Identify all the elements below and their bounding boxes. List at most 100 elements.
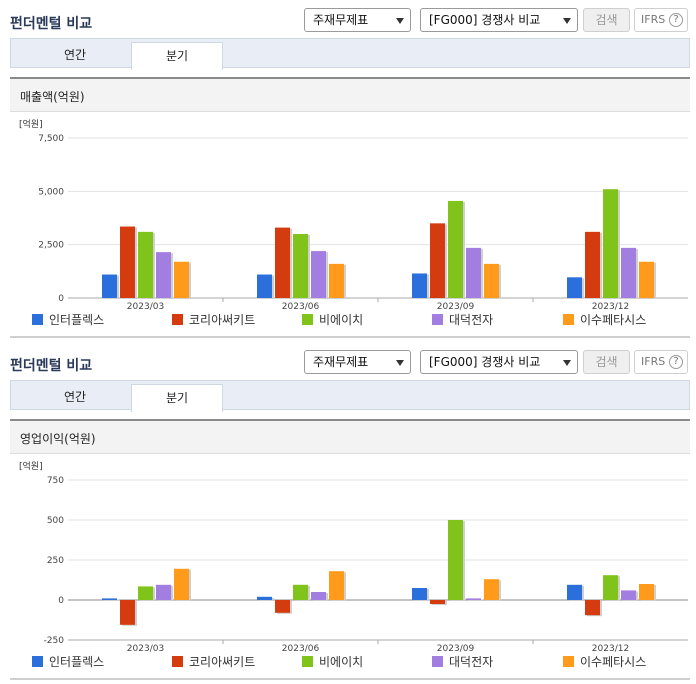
bar-이수페타시스 <box>484 263 499 298</box>
fundamental-section-revenue: 펀더멘털 비교 주재무제표 [FG000] 경쟁사 비교 검색 IFRS ? 연… <box>0 0 696 338</box>
comparison-group-value: [FG000] 경쟁사 비교 <box>429 355 541 369</box>
bar-코리아써키트 <box>430 223 445 298</box>
x-tick-label: 2023/03 <box>127 644 164 653</box>
x-tick-label: 2023/09 <box>437 644 475 653</box>
statement-type-select[interactable]: 주재무제표 <box>304 8 411 32</box>
search-button[interactable]: 검색 <box>583 350 630 374</box>
bar-인터플렉스 <box>412 273 427 298</box>
section-header: 펀더멘털 비교 주재무제표 [FG000] 경쟁사 비교 검색 IFRS ? <box>0 0 696 38</box>
comparison-group-select[interactable]: [FG000] 경쟁사 비교 <box>420 350 578 374</box>
comparison-group-select[interactable]: [FG000] 경쟁사 비교 <box>420 8 578 32</box>
legend-swatch <box>302 656 313 667</box>
x-tick-label: 2023/03 <box>127 302 164 311</box>
chevron-down-icon <box>396 18 404 24</box>
statement-type-select[interactable]: 주재무제표 <box>304 350 411 374</box>
help-icon: ? <box>669 355 683 369</box>
legend-label: 비에이치 <box>319 313 364 327</box>
comparison-group-value: [FG000] 경쟁사 비교 <box>429 13 541 27</box>
statement-type-value: 주재무제표 <box>313 13 369 27</box>
bar-대덕전자 <box>621 247 636 298</box>
chart-panel: 영업이익(억원) [억원] -250 0 250 500 750 2023/03 2023/0… <box>10 419 690 680</box>
bar-비에이치 <box>448 520 463 600</box>
chart-legend: 인터플렉스 코리아써키트 비에이치 대덕전자 이수페타시스 <box>32 313 692 331</box>
bar-코리아써키트 <box>275 227 290 298</box>
legend-swatch <box>172 656 183 667</box>
chevron-down-icon <box>563 18 571 24</box>
ifrs-info-button[interactable]: IFRS ? <box>634 350 688 374</box>
tab-annual[interactable]: 연간 <box>63 390 87 404</box>
bar-인터플렉스 <box>567 277 582 298</box>
bar-코리아써키트 <box>585 600 600 616</box>
legend-swatch <box>563 314 574 325</box>
bar-이수페타시스 <box>639 261 654 298</box>
bar-대덕전자 <box>311 251 326 298</box>
bar-이수페타시스 <box>329 571 344 600</box>
bar-이수페타시스 <box>174 261 189 298</box>
legend-swatch <box>32 656 43 667</box>
legend-label: 대덕전자 <box>449 655 494 669</box>
chart-legend: 인터플렉스 코리아써키트 비에이치 대덕전자 이수페타시스 <box>32 655 692 673</box>
bar-대덕전자 <box>466 247 481 298</box>
bar-인터플렉스 <box>567 584 582 600</box>
chart-panel-header: 매출액(억원) <box>10 79 690 112</box>
legend-swatch <box>563 656 574 667</box>
bar-인터플렉스 <box>102 598 117 600</box>
x-tick-label: 2023/12 <box>592 644 629 653</box>
tab-annual[interactable]: 연간 <box>63 48 87 62</box>
tab-quarterly[interactable]: 분기 <box>131 42 223 70</box>
revenue-bar-chart: [억원] 0 2,500 5,000 7,500 2023/03 2023/06 2023/0… <box>19 118 688 311</box>
y-tick-label: 5,000 <box>38 187 64 197</box>
legend-label: 비에이치 <box>319 655 364 669</box>
chart-panel-header: 영업이익(억원) <box>10 421 690 454</box>
legend-swatch <box>32 314 43 325</box>
bar-대덕전자 <box>621 590 636 600</box>
legend-swatch <box>432 656 443 667</box>
legend-swatch <box>302 314 313 325</box>
legend-label: 이수페타시스 <box>580 313 647 327</box>
bar-인터플렉스 <box>257 596 272 600</box>
section-title: 펀더멘털 비교 <box>10 16 93 32</box>
legend-label: 인터플렉스 <box>49 313 105 327</box>
y-axis-unit-label: [억원] <box>19 460 43 472</box>
legend-label: 코리아써키트 <box>189 655 256 669</box>
bar-비에이치 <box>293 584 308 600</box>
legend-swatch <box>172 314 183 325</box>
section-header: 펀더멘털 비교 주재무제표 [FG000] 경쟁사 비교 검색 IFRS ? <box>0 342 696 380</box>
bar-비에이치 <box>603 575 618 600</box>
ifrs-info-button[interactable]: IFRS ? <box>634 8 688 32</box>
bar-비에이치 <box>138 586 153 600</box>
chart-panel-title: 영업이익(억원) <box>20 432 96 446</box>
chart-panel-title: 매출액(억원) <box>20 90 85 104</box>
bar-비에이치 <box>293 234 308 298</box>
bar-대덕전자 <box>156 584 171 600</box>
x-tick-label: 2023/06 <box>282 302 320 311</box>
legend-label: 대덕전자 <box>449 313 494 327</box>
bar-이수페타시스 <box>639 584 654 600</box>
bar-코리아써키트 <box>275 600 290 613</box>
chevron-down-icon <box>563 360 571 366</box>
ifrs-label: IFRS <box>641 355 666 368</box>
fundamental-section-operating-profit: 펀더멘털 비교 주재무제표 [FG000] 경쟁사 비교 검색 IFRS ? 연… <box>0 342 696 684</box>
bar-비에이치 <box>138 231 153 298</box>
section-title: 펀더멘털 비교 <box>10 358 93 374</box>
legend-label: 이수페타시스 <box>580 655 647 669</box>
x-tick-label: 2023/12 <box>592 302 629 311</box>
bar-코리아써키트 <box>585 231 600 298</box>
chevron-down-icon <box>396 360 404 366</box>
y-tick-label: 2,500 <box>38 241 64 251</box>
ifrs-label: IFRS <box>641 13 666 26</box>
bar-코리아써키트 <box>120 600 135 625</box>
bar-대덕전자 <box>156 252 171 298</box>
y-tick-label: 500 <box>47 516 64 526</box>
bar-이수페타시스 <box>329 263 344 298</box>
chart-panel: 매출액(억원) [억원] 0 2,500 5,000 7,500 2023/03 2023/… <box>10 77 690 338</box>
y-axis-unit-label: [억원] <box>19 118 43 130</box>
help-icon: ? <box>669 13 683 27</box>
period-tabs: 연간 분기 <box>10 380 690 412</box>
y-tick-label: 250 <box>47 556 64 566</box>
tab-quarterly[interactable]: 분기 <box>131 384 223 412</box>
x-tick-label: 2023/09 <box>437 302 475 311</box>
legend-swatch <box>432 314 443 325</box>
bar-shadow <box>468 599 483 601</box>
search-button[interactable]: 검색 <box>583 8 630 32</box>
